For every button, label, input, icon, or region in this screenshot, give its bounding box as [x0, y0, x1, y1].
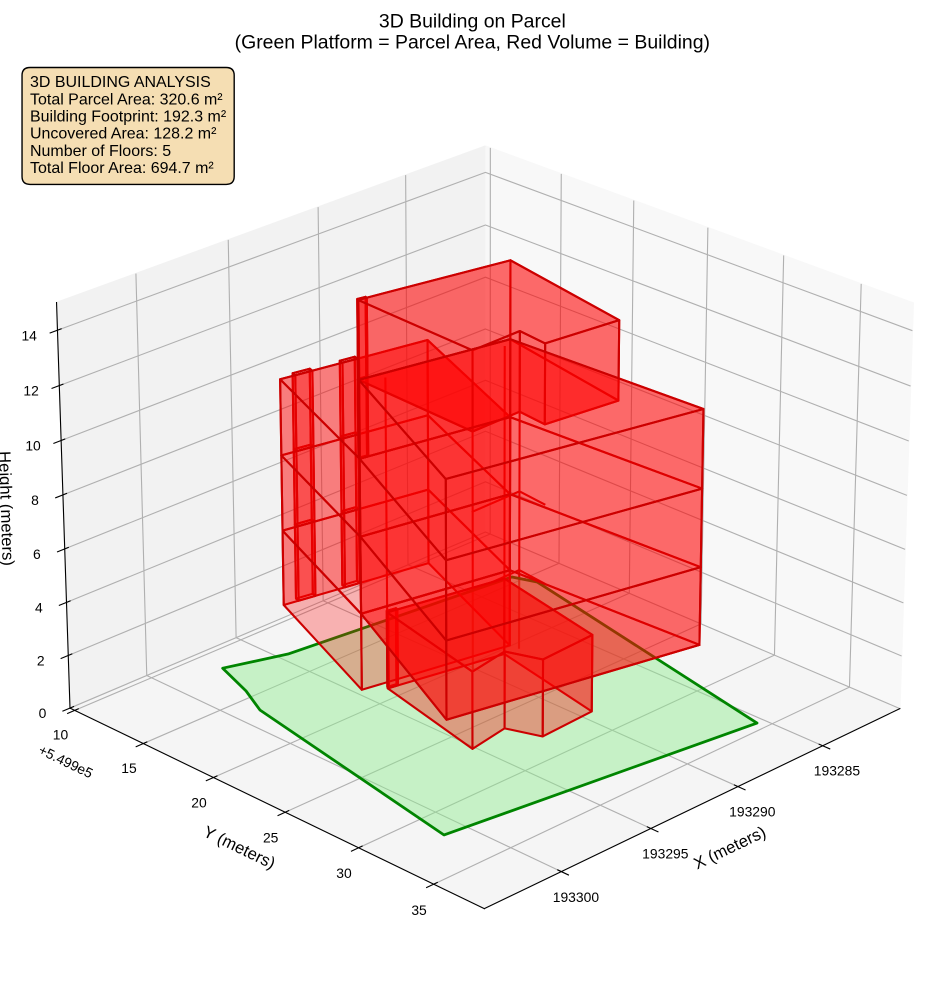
svg-text:3D Building on Parcel: 3D Building on Parcel [379, 10, 566, 32]
svg-text:20: 20 [191, 794, 207, 810]
svg-text:10: 10 [25, 438, 41, 454]
svg-text:Number of Floors: 5: Number of Floors: 5 [30, 143, 171, 160]
svg-text:(Green Platform = Parcel Area,: (Green Platform = Parcel Area, Red Volum… [235, 31, 710, 53]
svg-text:35: 35 [411, 902, 427, 918]
svg-text:2: 2 [37, 653, 45, 669]
svg-text:15: 15 [121, 760, 137, 776]
svg-text:193285: 193285 [814, 762, 861, 778]
svg-text:Height (meters): Height (meters) [0, 451, 18, 566]
svg-text:14: 14 [21, 327, 37, 343]
svg-text:25: 25 [263, 829, 279, 845]
svg-text:4: 4 [35, 599, 43, 615]
svg-text:8: 8 [31, 492, 39, 508]
svg-text:193295: 193295 [642, 846, 689, 862]
svg-text:30: 30 [336, 865, 352, 881]
svg-text:Total Floor Area: 694.7 m²: Total Floor Area: 694.7 m² [30, 160, 214, 177]
svg-text:12: 12 [23, 383, 39, 399]
svg-text:Building Footprint: 192.3 m²: Building Footprint: 192.3 m² [30, 108, 227, 125]
svg-text:Total Parcel Area: 320.6 m²: Total Parcel Area: 320.6 m² [30, 91, 223, 108]
svg-text:0: 0 [39, 705, 47, 721]
svg-text:10: 10 [53, 727, 69, 743]
svg-text:193300: 193300 [553, 889, 600, 905]
svg-text:3D BUILDING ANALYSIS: 3D BUILDING ANALYSIS [30, 74, 211, 91]
svg-text:6: 6 [33, 546, 41, 562]
svg-text:193290: 193290 [729, 803, 776, 819]
svg-text:Uncovered Area: 128.2 m²: Uncovered Area: 128.2 m² [30, 126, 217, 143]
